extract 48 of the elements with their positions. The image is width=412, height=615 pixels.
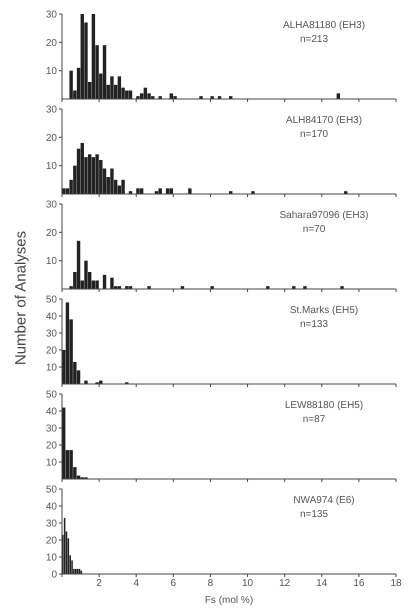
- x-tick-label: 2: [96, 578, 102, 590]
- y-tick-label: 0: [51, 570, 58, 581]
- y-tick-label: 10: [46, 256, 58, 268]
- y-tick-label: 20: [46, 536, 58, 547]
- y-tick-label: 30: [46, 104, 58, 116]
- x-tick-label: 4: [133, 578, 140, 590]
- x-tick-label: 6: [170, 578, 177, 590]
- text: NWA974 (E6): [292, 495, 356, 506]
- y-tick-label: 30: [46, 200, 58, 211]
- text: ALHA81180 (EH3): [282, 20, 366, 31]
- y-tick-label: 20: [46, 132, 58, 144]
- text: ALH84170 (EH3): [284, 115, 364, 126]
- y-tick-label: 10: [46, 458, 58, 469]
- y-tick-label: 10: [46, 66, 58, 78]
- x-tick-label: 12: [279, 578, 291, 590]
- y-tick-label: 20: [46, 38, 58, 49]
- y-tick-label: 10: [46, 161, 58, 172]
- annotation: n=170: [298, 129, 330, 140]
- x-tick-label: 16: [353, 578, 365, 590]
- y-tick-label: 30: [46, 424, 58, 435]
- annotation: n=135: [298, 509, 330, 520]
- y-tick-label: 40: [46, 406, 58, 418]
- y-tick-label: 50: [46, 390, 58, 401]
- y-tick-label: 30: [46, 10, 58, 21]
- y-tick-label: 20: [46, 440, 58, 452]
- x-tick-label: 18: [390, 578, 402, 590]
- y-tick-label: 40: [46, 312, 58, 323]
- x-tick-label: 14: [316, 578, 328, 590]
- text: LEW88180 (EH5): [284, 400, 364, 411]
- annotation: n=87: [302, 414, 326, 425]
- y-tick-label: 40: [46, 502, 58, 513]
- x-tick-label: 8: [208, 578, 214, 590]
- x-tick-label: 10: [242, 578, 254, 590]
- y-tick-label: 10: [46, 552, 58, 564]
- y-axis-title: Number of Analyses: [12, 230, 30, 366]
- annotation: n=213: [298, 34, 330, 45]
- annotation: n=133: [298, 319, 330, 330]
- y-tick-label: 20: [46, 228, 58, 239]
- y-tick-label: 30: [46, 518, 58, 530]
- annotation: n=70: [302, 224, 326, 235]
- y-tick-label: 10: [46, 362, 58, 374]
- y-tick-label: 50: [46, 294, 58, 306]
- y-tick-label: 30: [46, 328, 58, 340]
- y-tick-label: 50: [46, 484, 58, 496]
- text: St.Marks (EH5): [288, 305, 360, 316]
- y-tick-label: 20: [46, 346, 58, 357]
- text: Sahara97096 (EH3): [278, 210, 370, 221]
- x-axis-title: Fs (mol %): [204, 594, 254, 608]
